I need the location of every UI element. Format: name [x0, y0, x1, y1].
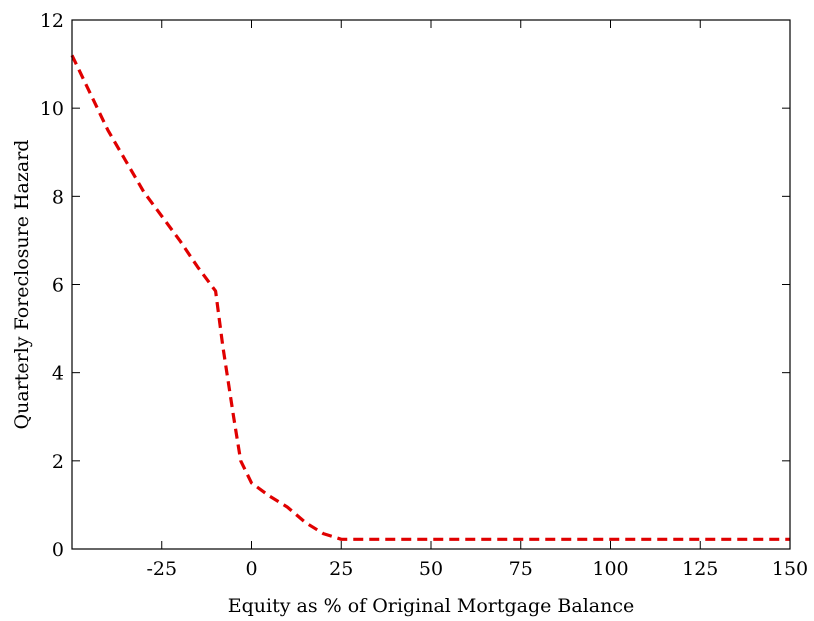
- x-tick-label: 0: [245, 558, 257, 580]
- x-axis-label: Equity as % of Original Mortgage Balance: [228, 595, 635, 617]
- y-tick-label: 4: [52, 363, 64, 385]
- y-axis-ticks: 0 2 4 6 8 10 12: [40, 10, 790, 561]
- y-axis-label: Quarterly Foreclosure Hazard: [11, 140, 33, 430]
- x-tick-label: 25: [329, 558, 353, 580]
- x-axis-ticks: -25 0 25 50 75 100 125 150: [146, 20, 808, 580]
- plot-frame: [71, 19, 791, 550]
- x-tick-label: 150: [772, 558, 808, 580]
- y-tick-label: 0: [52, 539, 64, 561]
- y-tick-label: 8: [52, 186, 64, 208]
- x-tick-label: 125: [682, 558, 718, 580]
- y-tick-label: 6: [52, 275, 64, 297]
- x-tick-label: -25: [146, 558, 177, 580]
- x-tick-label: 75: [509, 558, 533, 580]
- x-tick-label: 50: [419, 558, 443, 580]
- y-tick-label: 2: [52, 451, 64, 473]
- series-layer: [70, 54, 790, 541]
- y-tick-label: 10: [40, 98, 64, 120]
- y-tick-label: 12: [40, 10, 64, 32]
- series-line-foreclosure-hazard: [70, 54, 790, 541]
- x-tick-label: 100: [592, 558, 628, 580]
